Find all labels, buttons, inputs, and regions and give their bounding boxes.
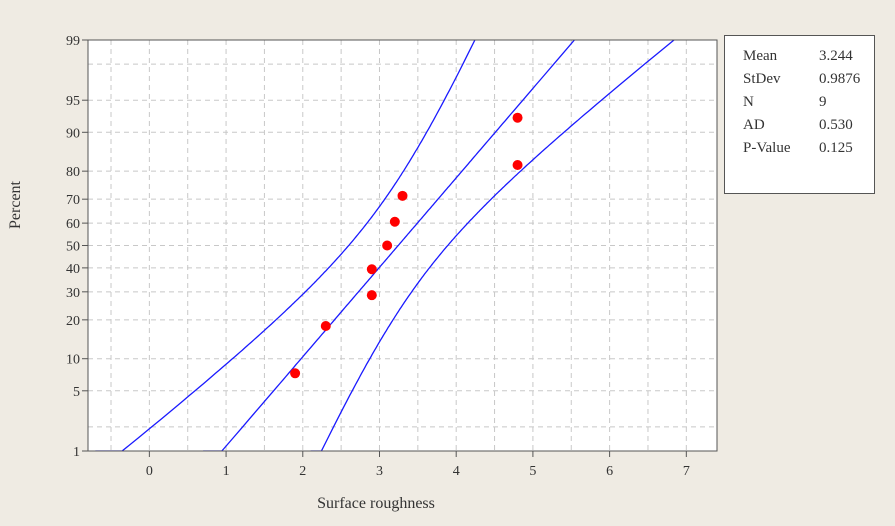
stats-label: AD bbox=[743, 117, 765, 133]
y-tick-label: 30 bbox=[66, 286, 80, 301]
stats-value: 0.530 bbox=[819, 117, 853, 133]
stats-label: StDev bbox=[743, 71, 781, 87]
y-tick-label: 80 bbox=[66, 165, 80, 180]
stats-label: N bbox=[743, 94, 754, 110]
y-tick-label: 99 bbox=[66, 34, 80, 49]
y-tick-label: 40 bbox=[66, 262, 80, 277]
stats-label: P-Value bbox=[743, 140, 791, 156]
x-tick-label: 5 bbox=[529, 464, 536, 479]
y-axis-ticks: 1 5 10 20 30 40 50 60 70 80 90 95 99 bbox=[66, 34, 88, 460]
data-point bbox=[290, 368, 301, 379]
data-points bbox=[290, 112, 523, 379]
stats-row-mean: Mean 3.244 bbox=[743, 45, 874, 68]
data-point bbox=[512, 159, 523, 170]
stats-value: 0.9876 bbox=[819, 71, 861, 87]
x-axis-ticks: 0 1 2 3 4 5 6 7 bbox=[146, 451, 690, 479]
data-point bbox=[366, 264, 377, 275]
x-axis-title: Surface roughness bbox=[317, 495, 435, 512]
y-tick-label: 90 bbox=[66, 126, 80, 141]
y-axis-title: Percent bbox=[7, 180, 24, 229]
data-point bbox=[366, 290, 377, 301]
stats-label: Mean bbox=[743, 48, 778, 64]
y-tick-label: 95 bbox=[66, 94, 80, 109]
statistics-box: Mean 3.244 StDev 0.9876 N 9 AD 0.530 P-V… bbox=[724, 35, 875, 194]
y-tick-label: 20 bbox=[66, 314, 80, 329]
lower-confidence-line bbox=[95, 40, 476, 451]
stats-row-p-value: P-Value 0.125 bbox=[743, 137, 874, 160]
x-tick-label: 2 bbox=[299, 464, 306, 479]
stats-value: 3.244 bbox=[819, 48, 853, 64]
stats-value: 0.125 bbox=[819, 140, 853, 156]
stats-row-ad: AD 0.530 bbox=[743, 114, 874, 137]
data-point bbox=[320, 321, 331, 332]
data-point bbox=[389, 216, 400, 227]
y-tick-label: 50 bbox=[66, 240, 80, 255]
upper-confidence-line bbox=[310, 40, 675, 451]
x-tick-label: 6 bbox=[606, 464, 613, 479]
x-tick-label: 0 bbox=[146, 464, 153, 479]
y-tick-label: 70 bbox=[66, 193, 80, 208]
x-tick-label: 3 bbox=[376, 464, 383, 479]
y-tick-label: 5 bbox=[73, 385, 80, 400]
x-tick-label: 7 bbox=[683, 464, 690, 479]
y-tick-label: 60 bbox=[66, 217, 80, 232]
data-point bbox=[397, 190, 408, 201]
stats-row-stdev: StDev 0.9876 bbox=[743, 68, 874, 91]
x-tick-label: 4 bbox=[453, 464, 460, 479]
y-tick-label: 10 bbox=[66, 353, 80, 368]
stats-value: 9 bbox=[819, 94, 827, 110]
data-point bbox=[382, 240, 393, 251]
y-tick-label: 1 bbox=[73, 445, 80, 460]
x-tick-label: 1 bbox=[223, 464, 230, 479]
stats-row-n: N 9 bbox=[743, 91, 874, 114]
data-point bbox=[512, 112, 523, 123]
